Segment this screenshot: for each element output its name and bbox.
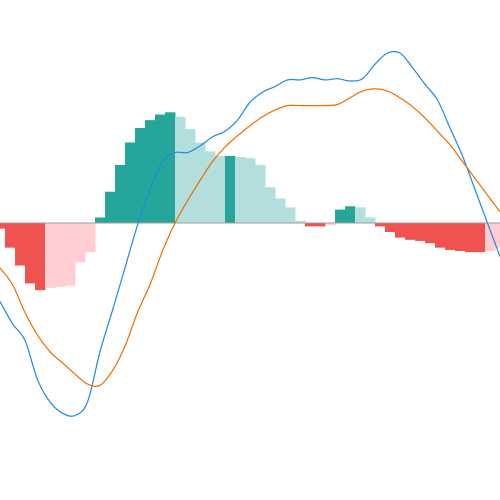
histogram-bar [295,220,306,224]
histogram-bar [105,191,116,224]
histogram-bar [5,223,16,248]
histogram-bar [285,207,296,224]
histogram-bar [205,151,216,224]
histogram-bar [315,223,326,227]
histogram-layer [0,112,500,291]
histogram-bar [145,120,156,224]
histogram-bar [175,116,186,224]
histogram-bar [195,142,206,224]
histogram-bar [455,223,466,252]
histogram-bar [445,223,456,250]
histogram-bar [335,209,346,224]
histogram-bar [15,223,26,266]
histogram-bar [305,223,316,227]
histogram-bar [65,223,76,286]
histogram-bar [85,223,96,253]
histogram-bar [115,164,126,224]
macd-line [0,50,500,417]
histogram-bar [365,217,376,224]
histogram-bar [245,158,256,224]
histogram-bar [475,223,486,253]
histogram-bar [275,198,286,224]
histogram-bar [385,223,396,232]
histogram-bar [235,157,246,224]
histogram-bar [355,207,366,224]
histogram-bar [345,206,356,224]
histogram-bar [215,155,226,224]
series-layer [0,50,500,417]
histogram-bar [435,223,446,248]
signal-line [0,88,500,387]
histogram-bar [95,217,106,224]
histogram-bar [185,129,196,224]
histogram-bar [75,223,86,263]
histogram-bar [155,114,166,224]
histogram-bar [395,223,406,238]
histogram-bar [25,223,36,284]
histogram-bar [425,223,436,244]
histogram-bar [55,223,66,287]
histogram-bar [375,223,386,227]
histogram-bar [135,127,146,224]
histogram-bar [265,187,276,224]
histogram-bar [495,223,500,248]
histogram-bar [485,223,496,252]
histogram-bar [405,223,416,240]
histogram-bar [165,112,176,224]
histogram-bar [325,223,336,226]
histogram-bar [465,223,476,253]
histogram-bar [415,223,426,241]
histogram-bar [225,155,236,224]
histogram-bar [35,223,46,291]
histogram-bar [125,142,136,224]
histogram-bar [45,223,56,288]
histogram-bar [255,164,266,224]
